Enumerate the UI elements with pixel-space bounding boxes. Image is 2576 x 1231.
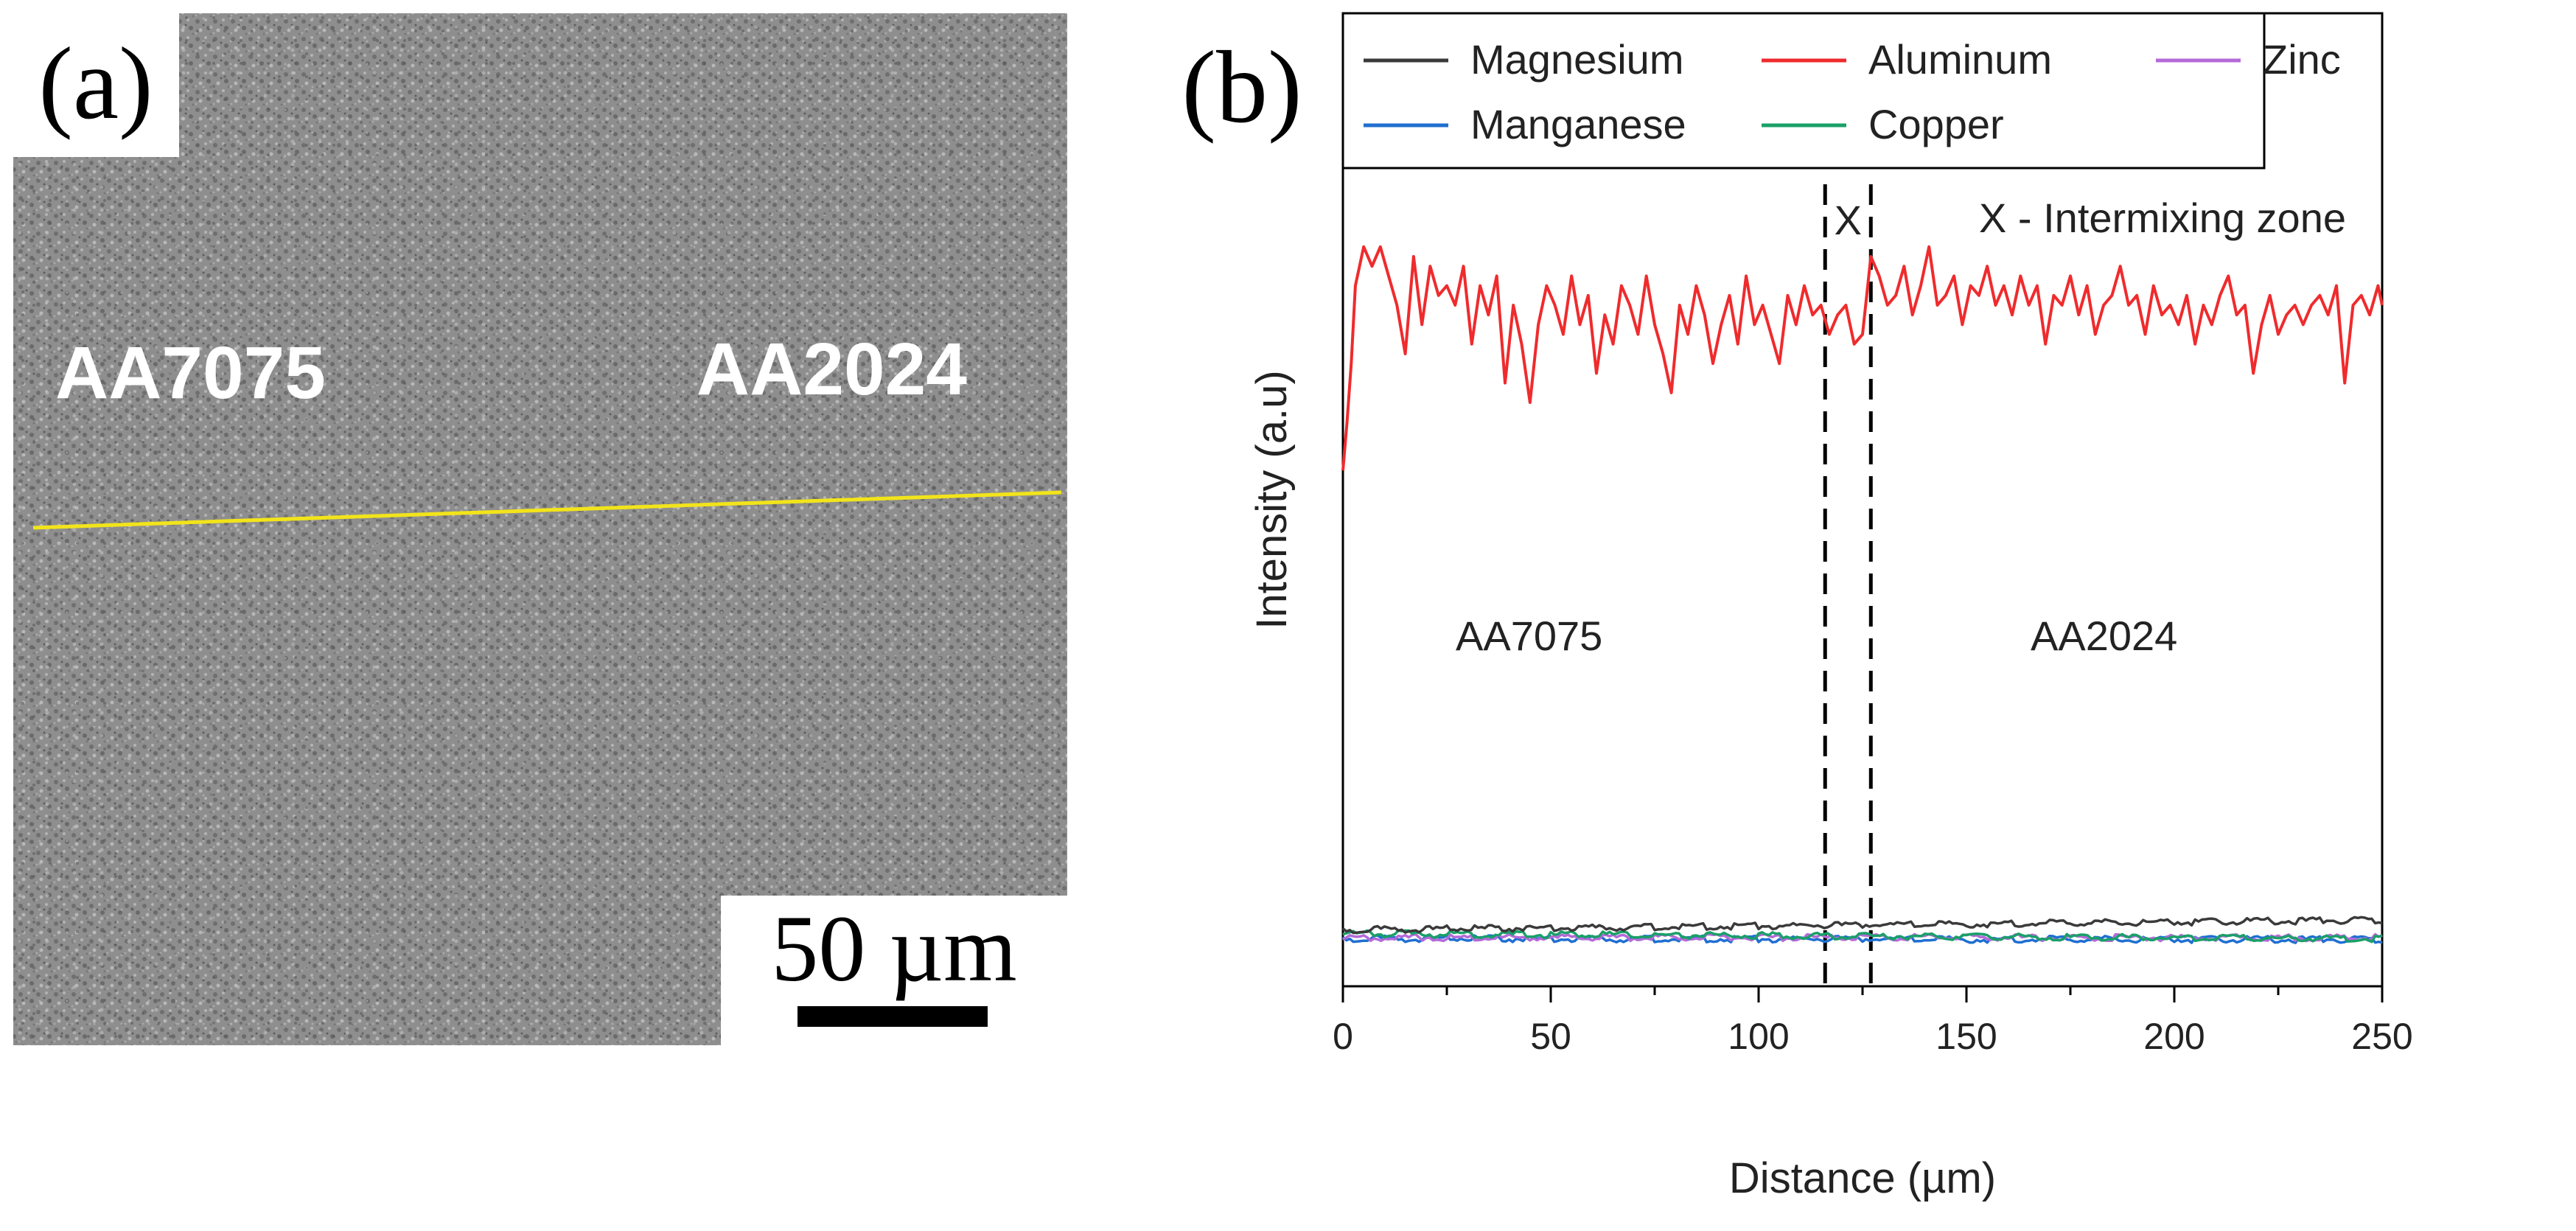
legend-label-copper: Copper	[1868, 101, 2004, 147]
panel-a: (a) AA7075 AA2024 50 µm	[13, 13, 1067, 1045]
x-tick-label-200: 200	[2143, 1016, 2205, 1057]
legend-label-magnesium: Magnesium	[1470, 36, 1683, 83]
panel-b: (b) Magnesium Aluminum Zinc Manganese Copper…	[1181, 12, 2413, 1202]
x-axis-label: Distance (µm)	[1729, 1154, 1996, 1202]
y-axis-label: Intensity (a.u)	[1248, 370, 1296, 629]
x-tick-label-150: 150	[1936, 1016, 1997, 1057]
series-line-magnesium	[1341, 916, 2383, 935]
legend: Magnesium Aluminum Zinc Manganese Copper	[1341, 12, 2341, 170]
legend-label-zinc: Zinc	[2263, 36, 2341, 83]
x-tick-label-0: 0	[1333, 1016, 1353, 1057]
region-label-aa2024: AA2024	[697, 328, 967, 411]
series-line-aluminum	[1341, 245, 2384, 471]
zone-marker: X	[1835, 197, 1862, 243]
zone-label: X - Intermixing zone	[1979, 195, 2346, 241]
region-label-aa7075: AA7075	[55, 332, 326, 414]
chart-region-aa7075: AA7075	[1456, 613, 1602, 659]
legend-label-aluminum: Aluminum	[1868, 36, 2052, 83]
x-tick-label-250: 250	[2351, 1016, 2412, 1057]
legend-box	[1341, 12, 2266, 170]
legend-label-manganese: Manganese	[1470, 101, 1686, 147]
chart-region-aa2024: AA2024	[2031, 613, 2177, 659]
sem-micrograph-overlay	[13, 13, 1067, 1045]
panel-b-label: (b)	[1181, 30, 1302, 144]
x-tick-label-50: 50	[1530, 1016, 1571, 1057]
series-line-manganese	[1341, 934, 2383, 944]
panel-a-label-box	[13, 13, 179, 157]
scale-bar-label: 50 µm	[771, 896, 1016, 1001]
x-tick-label-100: 100	[1728, 1016, 1789, 1057]
panel-a-label: (a)	[38, 27, 153, 141]
line-scan-path	[32, 490, 1062, 530]
scale-bar	[797, 1006, 988, 1027]
series-line-copper	[1342, 929, 2383, 944]
